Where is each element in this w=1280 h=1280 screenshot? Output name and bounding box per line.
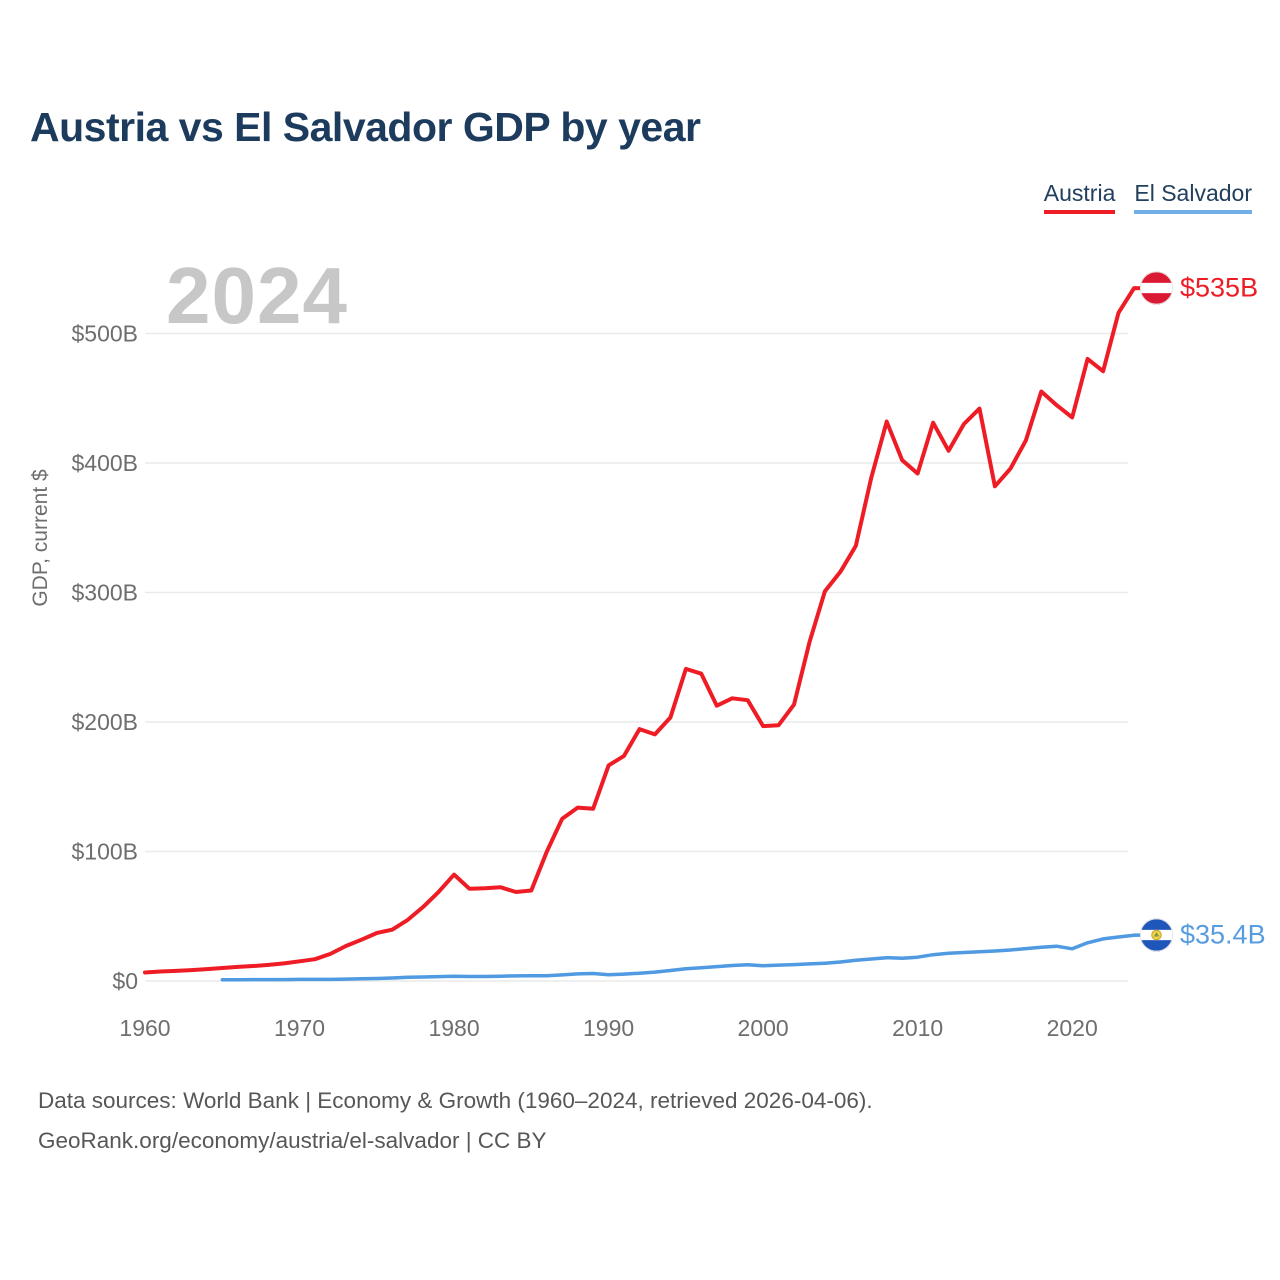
el-salvador-line[interactable] <box>220 933 1136 982</box>
footer-sources-line: Data sources: World Bank | Economy & Gro… <box>38 1088 873 1113</box>
x-tick-label: 1960 <box>119 1015 170 1041</box>
footer: Data sources: World Bank | Economy & Gro… <box>38 1081 873 1161</box>
chart-title: Austria vs El Salvador GDP by year <box>30 104 701 150</box>
y-tick-label: $100B <box>71 839 138 865</box>
legend: Austria El Salvador <box>1043 180 1252 214</box>
x-tick-label: 1990 <box>583 1015 634 1041</box>
y-tick-label: $400B <box>71 450 138 476</box>
austria-line[interactable] <box>143 286 1136 975</box>
year-watermark: 2024 <box>166 251 348 340</box>
austria-flag-icon <box>1140 271 1173 305</box>
legend-item-austria[interactable]: Austria <box>1043 180 1116 214</box>
legend-item-el-salvador[interactable]: El Salvador <box>1134 180 1252 214</box>
x-tick-label: 1970 <box>274 1015 325 1041</box>
el-salvador-flag-icon <box>1140 918 1173 952</box>
end-label-value-austria: $535B <box>1180 272 1259 303</box>
y-tick-label: $0 <box>112 968 138 994</box>
end-label-value-el-salvador: $35.4B <box>1180 919 1266 950</box>
footer-attribution-line: GeoRank.org/economy/austria/el-salvador … <box>38 1128 547 1153</box>
y-tick-label: $200B <box>71 709 138 735</box>
x-tick-label: 1980 <box>428 1015 479 1041</box>
x-tick-label: 2020 <box>1047 1015 1098 1041</box>
end-label-austria: $535B <box>1140 271 1259 305</box>
end-label-el-salvador: $35.4B <box>1140 918 1266 952</box>
y-tick-label: $300B <box>71 580 138 606</box>
x-tick-label: 2000 <box>738 1015 789 1041</box>
x-tick-label: 2010 <box>892 1015 943 1041</box>
y-tick-label: $500B <box>71 321 138 347</box>
